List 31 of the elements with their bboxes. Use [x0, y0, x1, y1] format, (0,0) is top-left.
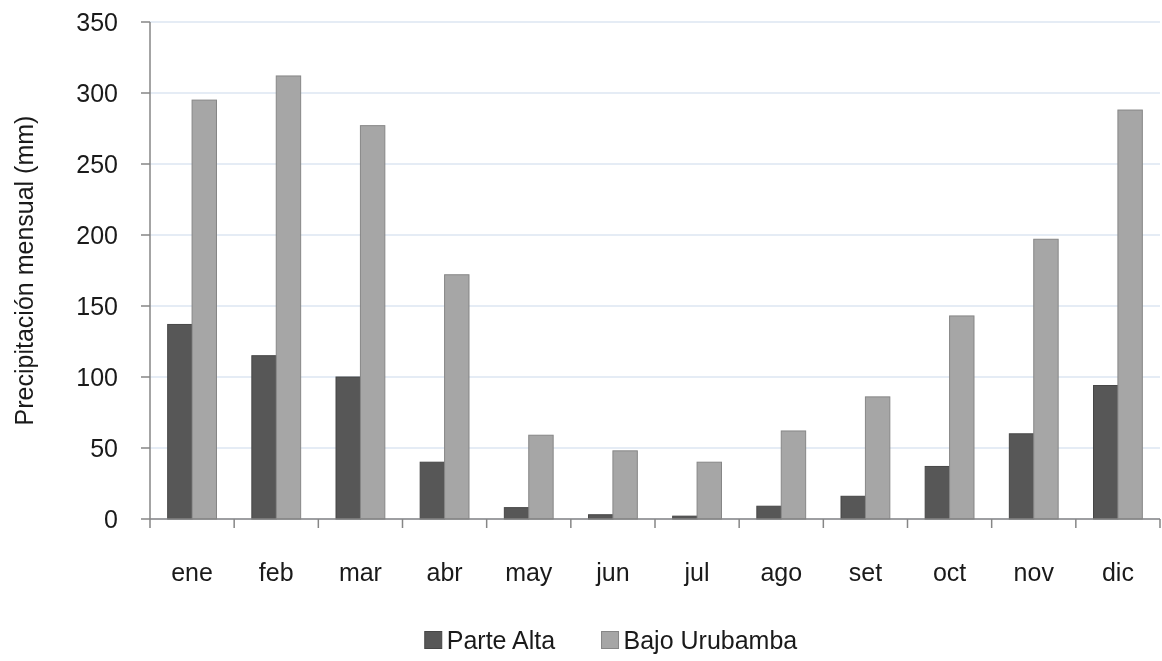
bar [1008, 433, 1035, 520]
x-tick-label: oct [932, 557, 967, 586]
x-tick-label: feb [258, 557, 294, 586]
y-tick-label: 100 [76, 362, 118, 391]
y-tick-label: 150 [76, 291, 118, 320]
bar [840, 495, 866, 520]
legend-label: Bajo Urubamba [623, 625, 798, 654]
bar [251, 355, 277, 520]
bar [167, 323, 193, 520]
x-tick-label: dic [1101, 557, 1134, 586]
x-tick-label: jun [595, 557, 630, 586]
x-tick-label: mar [338, 557, 382, 586]
bar [335, 376, 361, 520]
y-tick-label: 350 [76, 7, 118, 36]
y-tick-label: 250 [76, 149, 118, 178]
y-tick-label: 200 [76, 220, 118, 249]
bar [924, 465, 951, 520]
legend-label: Parte Alta [446, 625, 556, 654]
bar [419, 461, 446, 520]
x-tick-label: abr [426, 557, 463, 586]
y-tick-label: 50 [90, 433, 118, 462]
y-tick-label: 300 [76, 78, 118, 107]
x-tick-label: nov [1013, 557, 1055, 586]
bar [1093, 385, 1119, 520]
x-tick-label: ago [760, 557, 803, 586]
x-tick-label: ene [171, 557, 213, 586]
x-tick-label: may [505, 557, 553, 586]
x-tick-label: jul [683, 557, 710, 586]
x-tick-label: set [848, 557, 883, 586]
y-axis-title: Precipitación mensual (mm) [9, 115, 38, 426]
y-tick-label: 0 [104, 504, 118, 533]
